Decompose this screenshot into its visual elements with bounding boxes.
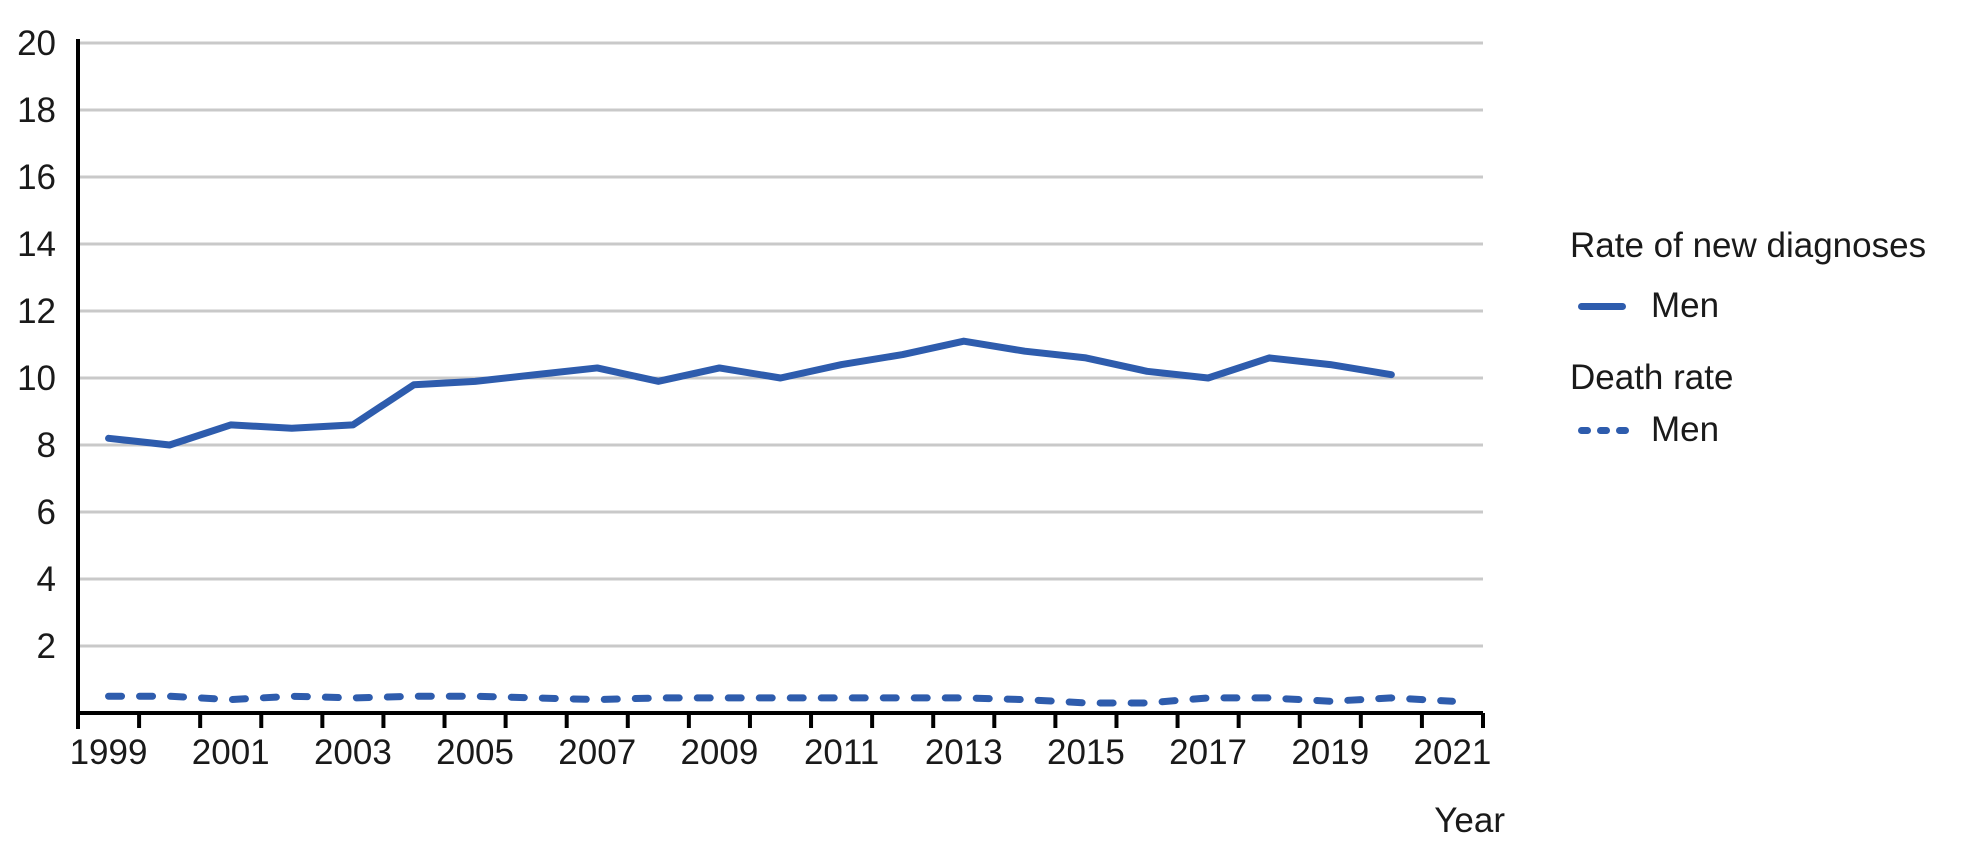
legend-group-title-death-rate: Death rate: [1570, 358, 1734, 397]
x-axis-tick-label: 2009: [680, 733, 758, 772]
y-axis-tick-label: 8: [37, 426, 56, 465]
x-axis-tick-label: 2003: [314, 733, 392, 772]
legend-item-diagnoses-men: Men: [1578, 284, 1719, 328]
x-axis-tick-label: 2011: [804, 733, 879, 772]
y-axis-tick-label: 18: [17, 91, 56, 130]
y-axis-tick-label: 16: [17, 158, 56, 197]
y-axis-tick-label: 6: [37, 493, 56, 532]
x-axis-tick-label: 2001: [192, 733, 270, 772]
death-rate-line: [105, 692, 1456, 707]
y-axis-tick-label: 12: [17, 292, 56, 331]
x-axis-tick-label: 1999: [70, 733, 148, 772]
x-axis-tick-label: 2019: [1291, 733, 1369, 772]
y-axis-tick-label: 20: [17, 24, 56, 63]
y-axis-tick-label: 14: [17, 225, 56, 264]
legend: Rate of new diagnoses Men Death rate Men: [1570, 226, 1950, 486]
legend-item-label: Men: [1651, 286, 1720, 325]
x-axis-tick-label: 2021: [1414, 733, 1492, 772]
x-axis-tick-label: 2013: [925, 733, 1003, 772]
y-axis-tick-label: 2: [37, 627, 56, 666]
legend-item-label: Men: [1651, 410, 1720, 449]
x-axis-tick-label: 2017: [1169, 733, 1247, 772]
legend-group-title-diagnoses: Rate of new diagnoses: [1570, 226, 1927, 265]
dashed-line-swatch-icon: [1578, 426, 1629, 434]
x-axis-tick-label: 2005: [436, 733, 514, 772]
y-axis-tick-label: 10: [17, 359, 56, 398]
x-axis-tick-label: 2007: [558, 733, 636, 772]
x-axis-title: Year: [1434, 801, 1505, 840]
legend-item-death-men: Men: [1578, 408, 1719, 452]
y-axis-tick-label: 4: [37, 560, 56, 599]
solid-line-swatch-icon: [1578, 302, 1626, 310]
x-axis-tick-label: 2015: [1047, 733, 1125, 772]
new-diagnoses-line: [105, 337, 1395, 449]
